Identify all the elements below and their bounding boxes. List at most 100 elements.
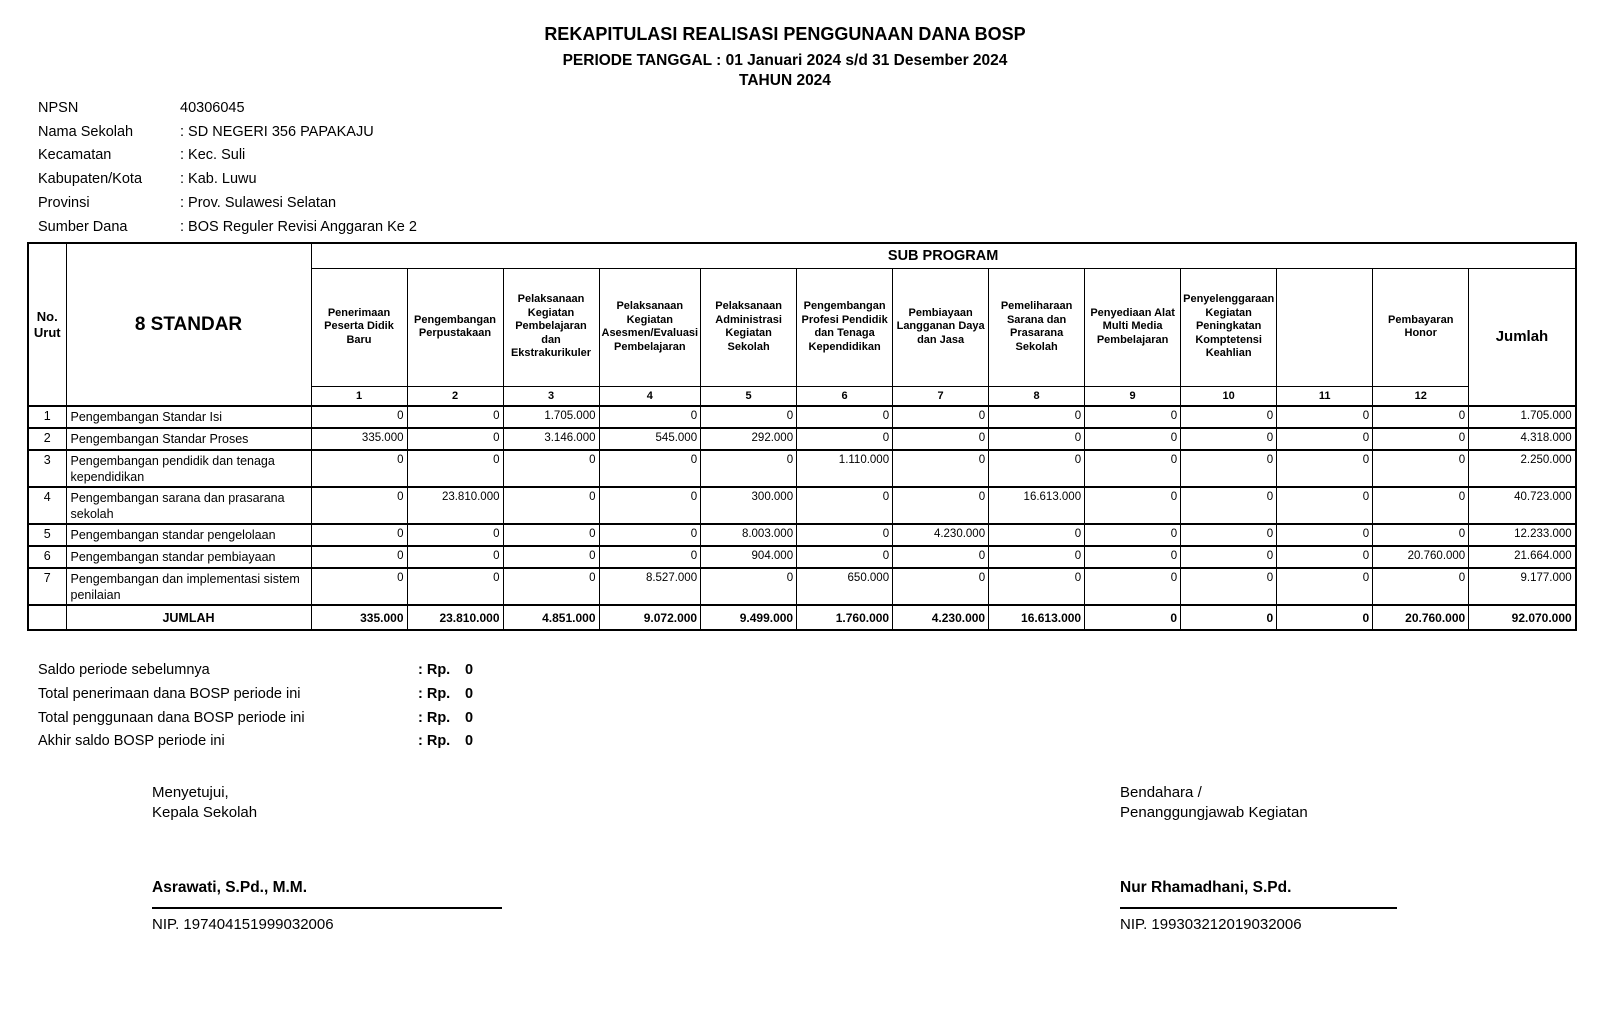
sub-program-header: SUB PROGRAM	[310, 242, 1577, 269]
cell-value: 0	[988, 427, 1086, 451]
footer-total: 92.070.000	[1468, 604, 1577, 631]
column-number-11: 11	[1276, 385, 1374, 407]
cell-value: 300.000	[700, 486, 798, 525]
cell-value: 0	[700, 449, 798, 488]
footer-value: 1.760.000	[796, 604, 894, 631]
signature-role: Menyetujui,	[152, 784, 229, 801]
info-row-sumber-dana: Sumber Dana : BOS Reguler Revisi Anggara…	[38, 216, 417, 240]
header-row-numbers: 1 2 3 4 5 6 7 8 9 10 11 12	[28, 385, 1576, 407]
cell-value: 0	[1084, 486, 1182, 525]
cell-value: 0	[1180, 523, 1278, 547]
summary-label: Akhir saldo BOSP periode ini	[38, 733, 225, 750]
summary-value: 0	[465, 662, 474, 678]
cell-value: 0	[502, 486, 600, 525]
currency-label: : Rp.	[418, 685, 451, 702]
row-name: Pengembangan dan implementasi sistem pen…	[65, 567, 312, 606]
footer-value: 335.000	[310, 604, 408, 631]
table-footer-row: JUMLAH 335.000 23.810.000 4.851.000 9.072.00…	[27, 604, 1577, 631]
no-urut-header: No. Urut	[27, 242, 67, 407]
cell-value: 4.230.000	[892, 523, 990, 547]
table-row-4: 4 Pengembangan sarana dan prasarana sekol…	[27, 486, 1577, 525]
summary-value: 0	[465, 685, 474, 702]
realization-table: No. Urut 8 STANDAR SUB PROGRAM Penerimaa…	[27, 242, 1577, 631]
cell-value: 0	[1180, 486, 1278, 525]
info-label: NPSN	[38, 100, 79, 116]
cell-value: 0	[406, 545, 504, 569]
table-row-1: 1 Pengembangan Standar Isi 0 0 1.705.000 0 0 0 0…	[27, 405, 1577, 429]
cell-value: 0	[1276, 567, 1374, 606]
column-header-5: Pelaksanaan Administrasi Kegiatan Sekola…	[700, 267, 798, 387]
signature-line	[1120, 907, 1397, 909]
table-row-5: 5 Pengembangan standar pengelolaan 0 0 0 0 8.0…	[27, 523, 1577, 547]
summary-label: Total penggunaan dana BOSP periode ini	[38, 709, 305, 726]
cell-value: 0	[988, 523, 1086, 547]
info-value: : BOS Reguler Revisi Anggaran Ke 2	[180, 218, 417, 235]
cell-value: 0	[598, 405, 702, 429]
cell-value: 0	[1276, 427, 1374, 451]
row-total: 12.233.000	[1468, 523, 1577, 547]
cell-value: 0	[502, 523, 600, 547]
cell-value: 16.613.000	[988, 486, 1086, 525]
cell-value: 0	[1372, 486, 1470, 525]
column-header-11	[1276, 267, 1374, 387]
row-number: 3	[27, 449, 67, 488]
cell-value: 3.146.000	[502, 427, 600, 451]
cell-value: 0	[796, 405, 894, 429]
table-row-2: 2 Pengembangan Standar Proses 335.000 0 3.14…	[27, 427, 1577, 451]
summary-row-akhir-saldo: Akhir saldo BOSP periode ini : Rp. 0	[38, 730, 473, 754]
summary-block: Saldo periode sebelumnya : Rp. 0 Total p…	[38, 659, 473, 754]
signature-nip: NIP. 199303212019032006	[1120, 916, 1302, 933]
column-header-3: Pelaksanaan Kegiatan Pembelajaran dan Ek…	[502, 267, 600, 387]
info-value: : SD NEGERI 356 PAPAKAJU	[180, 123, 374, 140]
cell-value: 0	[1084, 567, 1182, 606]
column-number-9: 9	[1084, 385, 1182, 407]
cell-value: 0	[1180, 545, 1278, 569]
cell-value: 0	[1276, 405, 1374, 429]
row-name: Pengembangan Standar Proses	[65, 427, 312, 451]
column-number-5: 5	[700, 385, 798, 407]
cell-value: 0	[1084, 427, 1182, 451]
summary-row-total-penggunaan: Total penggunaan dana BOSP periode ini :…	[38, 707, 473, 731]
cell-value: 0	[1372, 427, 1470, 451]
summary-row-total-penerimaan: Total penerimaan dana BOSP periode ini :…	[38, 683, 473, 707]
cell-value: 0	[1084, 449, 1182, 488]
cell-value: 0	[502, 545, 600, 569]
footer-value: 4.851.000	[502, 604, 600, 631]
row-name: Pengembangan pendidik dan tenaga kependi…	[65, 449, 312, 488]
row-total: 40.723.000	[1468, 486, 1577, 525]
cell-value: 8.003.000	[700, 523, 798, 547]
cell-value: 0	[502, 449, 600, 488]
row-total: 9.177.000	[1468, 567, 1577, 606]
signature-nip: NIP. 197404151999032006	[152, 916, 334, 933]
cell-value: 0	[1276, 545, 1374, 569]
column-number-12: 12	[1372, 385, 1470, 407]
cell-value: 904.000	[700, 545, 798, 569]
cell-value: 0	[892, 545, 990, 569]
cell-value: 0	[796, 486, 894, 525]
footer-value: 9.499.000	[700, 604, 798, 631]
signature-role: Kepala Sekolah	[152, 804, 258, 821]
cell-value: 0	[1180, 427, 1278, 451]
cell-value: 0	[796, 545, 894, 569]
cell-value: 0	[310, 449, 408, 488]
school-info-block: NPSN 40306045 Nama Sekolah : SD NEGERI 3…	[38, 97, 417, 239]
signature-name: Asrawati, S.Pd., M.M.	[152, 879, 308, 896]
summary-label: Total penerimaan dana BOSP periode ini	[38, 685, 301, 702]
info-value: : Prov. Sulawesi Selatan	[180, 194, 337, 211]
footer-value: 9.072.000	[598, 604, 702, 631]
currency-label: : Rp.	[418, 733, 451, 750]
info-label: Kabupaten/Kota	[38, 171, 143, 188]
cell-value: 1.110.000	[796, 449, 894, 488]
signature-name: Nur Rhamadhani, S.Pd.	[1120, 879, 1292, 896]
info-row-kecamatan: Kecamatan : Kec. Suli	[38, 144, 417, 168]
summary-value: 0	[465, 733, 474, 750]
cell-value: 1.705.000	[502, 405, 600, 429]
currency-label: : Rp.	[418, 709, 451, 726]
cell-value: 335.000	[310, 427, 408, 451]
signature-role: Bendahara /	[1120, 784, 1202, 801]
cell-value: 0	[598, 523, 702, 547]
cell-value: 0	[406, 449, 504, 488]
info-row-nama-sekolah: Nama Sekolah : SD NEGERI 356 PAPAKAJU	[38, 121, 417, 145]
column-header-6: Pengembangan Profesi Pendidik dan Tenaga…	[796, 267, 894, 387]
row-number: 4	[27, 486, 67, 525]
